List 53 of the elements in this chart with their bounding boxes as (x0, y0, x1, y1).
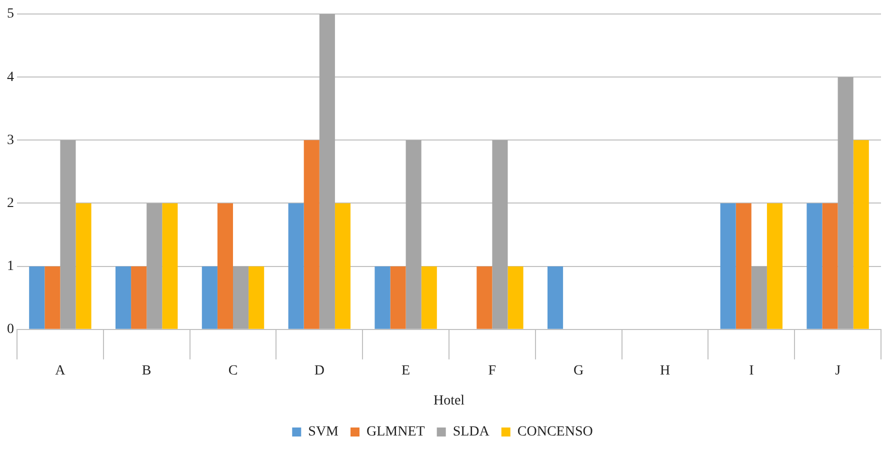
bar (421, 266, 437, 329)
bar (288, 203, 304, 329)
x-tick-label: H (660, 363, 670, 378)
bar (406, 140, 422, 329)
bar (751, 266, 767, 329)
x-tick-label: D (314, 363, 324, 378)
bar (76, 203, 92, 329)
bar (334, 203, 351, 329)
bar (248, 266, 264, 329)
bar (131, 266, 147, 329)
legend-label: SLDA (452, 424, 490, 440)
bar (853, 140, 869, 329)
x-tick-label: I (749, 363, 754, 378)
bar (44, 266, 60, 329)
bar (720, 203, 736, 329)
x-tick-label: G (574, 363, 584, 378)
legend-label: CONCENSO (517, 424, 593, 440)
bar (492, 140, 508, 329)
bar (304, 140, 320, 329)
bar (838, 77, 854, 329)
bar (736, 203, 752, 329)
bar (60, 140, 76, 329)
y-tick-label: 1 (7, 258, 14, 274)
bar (233, 266, 249, 329)
x-tick-label: F (488, 363, 496, 378)
x-tick-label: C (228, 363, 238, 378)
bar (476, 266, 492, 329)
x-tick-label: J (835, 363, 842, 378)
x-axis-title: Hotel (433, 393, 465, 408)
bar (202, 266, 218, 329)
y-tick-label: 0 (7, 322, 14, 338)
bar (146, 203, 162, 329)
bar (115, 266, 132, 329)
y-tick-label: 4 (7, 70, 14, 85)
y-tick-label: 3 (7, 132, 14, 148)
bar (766, 203, 783, 329)
bar (374, 266, 390, 329)
y-tick-label: 2 (7, 196, 14, 211)
bar (162, 203, 178, 329)
x-tick-label: B (142, 363, 152, 378)
legend-label: GLMNET (366, 424, 426, 440)
x-tick-label: A (55, 363, 66, 378)
bar (508, 266, 524, 329)
bar (822, 203, 838, 329)
legend-label: SVM (308, 424, 340, 440)
bar (29, 266, 45, 329)
bar (806, 203, 822, 329)
bar (390, 266, 406, 329)
x-tick-label: E (402, 363, 410, 378)
y-tick-label: 5 (7, 6, 14, 22)
bar (319, 14, 335, 329)
bar (217, 203, 233, 329)
bar (547, 266, 564, 329)
